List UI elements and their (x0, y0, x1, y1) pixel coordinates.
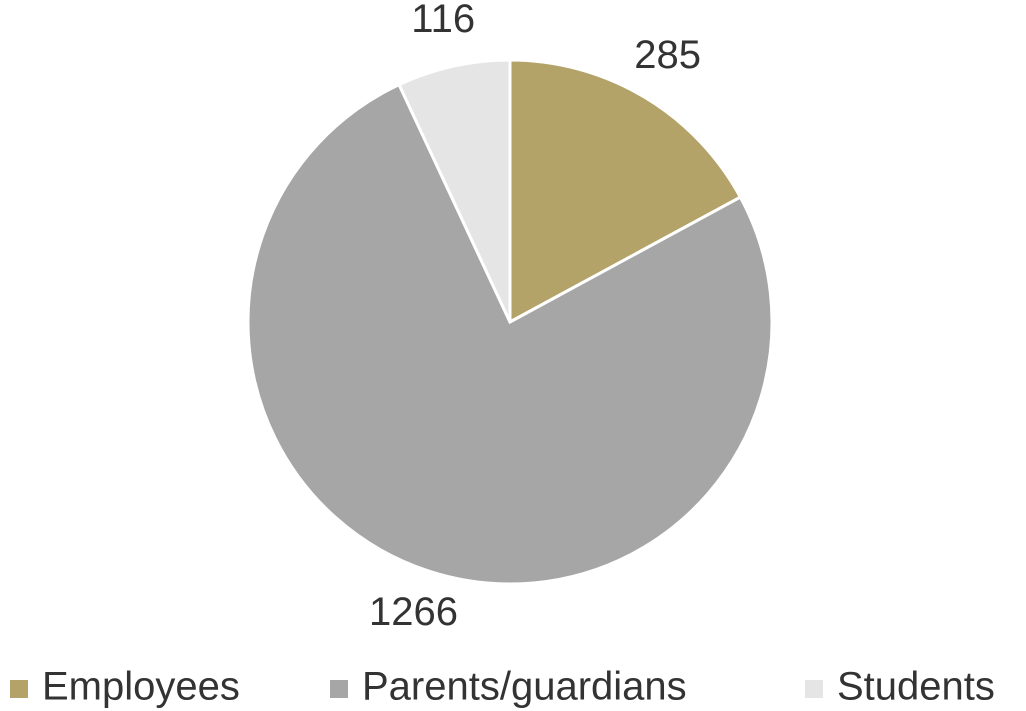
legend-swatch (10, 680, 28, 698)
pie-slice (246, 82, 774, 586)
legend-label: Students (837, 665, 995, 709)
data-label: 285 (634, 33, 701, 77)
legend-swatch (805, 680, 823, 698)
pie-slice (508, 58, 743, 325)
legend-label: Parents/guardians (362, 665, 687, 709)
legend-swatch (330, 680, 348, 698)
data-label: 116 (411, 0, 475, 41)
pie-slice (397, 58, 512, 323)
data-label: 1266 (369, 590, 458, 634)
legend-label: Employees (42, 665, 240, 709)
